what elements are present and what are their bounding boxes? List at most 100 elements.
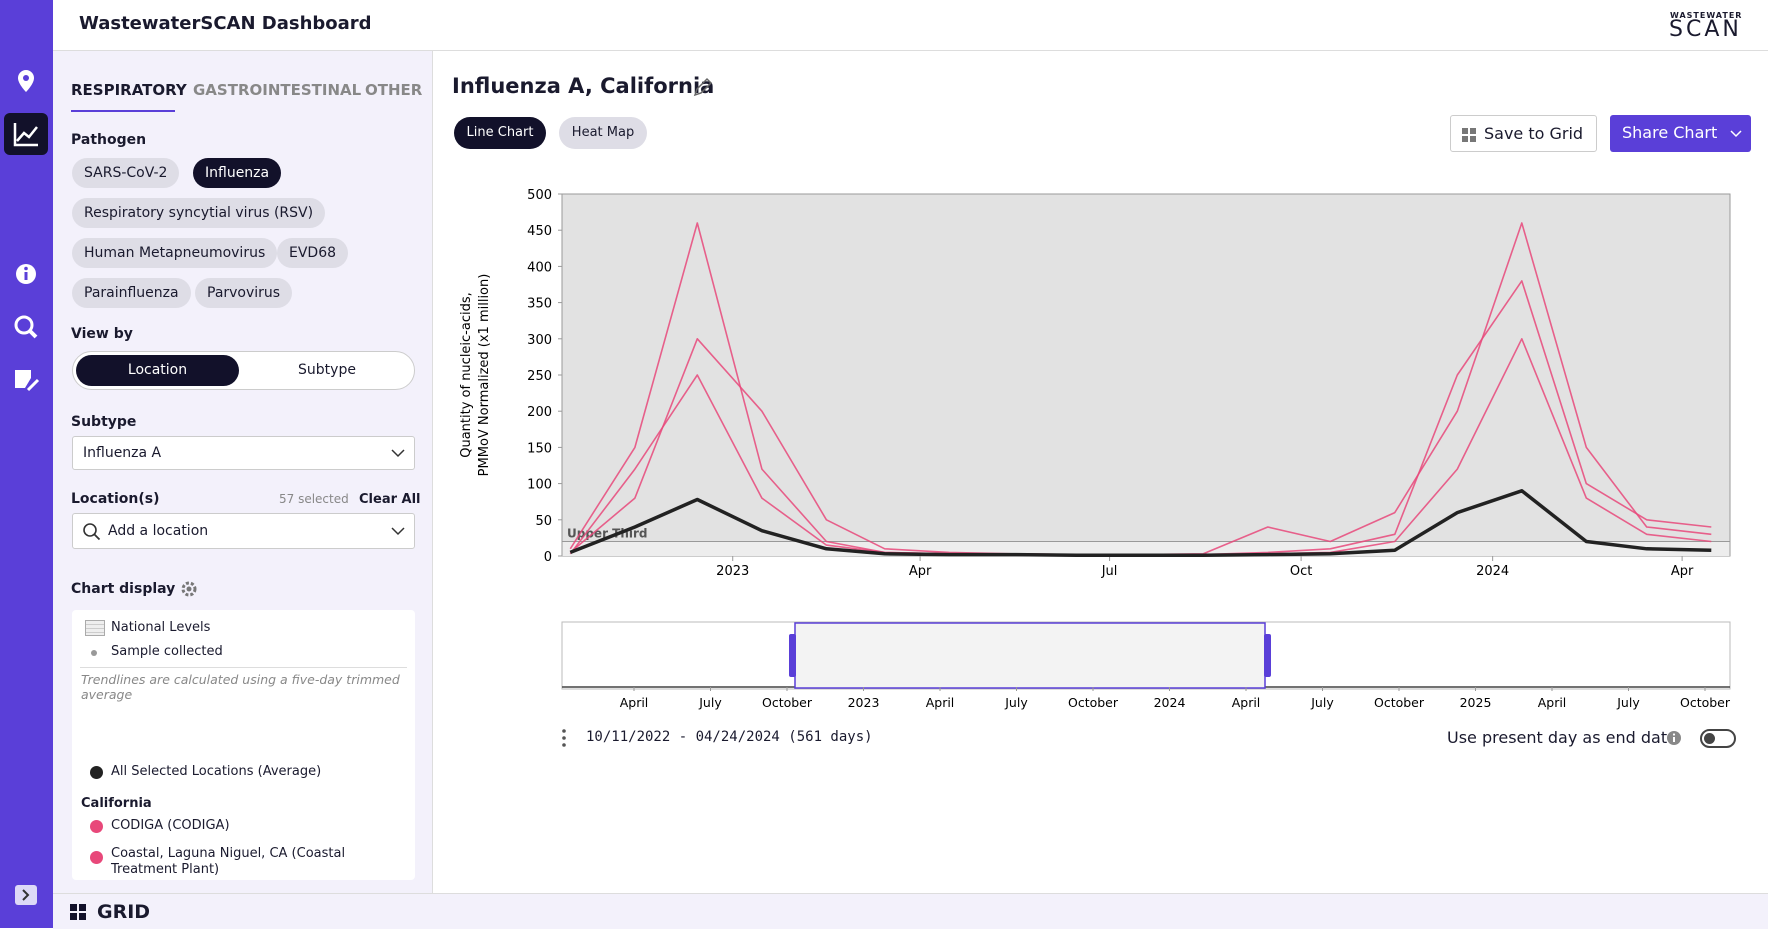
display-item: National Levels: [111, 620, 211, 635]
navigator-tick-label: July: [1616, 695, 1640, 710]
legend-dot: [90, 820, 103, 833]
footer: GRID: [53, 893, 1768, 929]
navigator-tick-label: July: [698, 695, 722, 710]
search-icon: [83, 523, 101, 541]
chip[interactable]: Parvovirus: [195, 278, 293, 308]
navigator-tick-label: October: [1680, 695, 1731, 710]
national-icon: [85, 620, 105, 636]
toggle-option[interactable]: Location: [76, 355, 239, 386]
legend-entry: Coastal, Laguna Niguel, CA (Coastal Trea…: [111, 846, 346, 877]
chip[interactable]: Influenza: [193, 158, 282, 188]
x-tick-label: Apr: [909, 564, 932, 579]
y-tick-label: 50: [535, 514, 552, 529]
chip[interactable]: Human Metapneumovirus: [72, 238, 278, 268]
y-tick-label: 200: [527, 405, 552, 420]
notes-icon[interactable]: [15, 370, 31, 388]
y-axis-label: Quantity of nucleic-acids,: [459, 292, 474, 458]
chart-type-button[interactable]: Line Chart: [454, 117, 546, 149]
legend-dot: [90, 851, 103, 864]
grid-icon: [70, 904, 86, 920]
placeholder: Add a location: [108, 523, 209, 539]
navigator-tick-label: 2023: [848, 695, 880, 710]
info-icon[interactable]: [1666, 730, 1682, 746]
save-button[interactable]: Save to Grid: [1450, 115, 1597, 152]
y-axis-label: PMMoV Normalized (x1 million): [477, 274, 492, 477]
button-label: Save to Grid: [1484, 124, 1584, 143]
grid-label[interactable]: GRID: [97, 901, 151, 923]
y-tick-label: 250: [527, 369, 552, 384]
location-search[interactable]: Add a location: [72, 513, 415, 549]
chart-type-button[interactable]: Heat Map: [559, 117, 647, 149]
navigator-tick-label: 2025: [1460, 695, 1492, 710]
tab-underline: [71, 110, 175, 112]
menu-dots[interactable]: [560, 728, 568, 748]
toggle-switch[interactable]: [1700, 729, 1736, 748]
section-label: Subtype: [71, 414, 137, 430]
navigator-tick-label: April: [1232, 695, 1261, 710]
navigator-handle: [789, 634, 796, 677]
chip[interactable]: SARS-CoV-2: [72, 158, 180, 188]
tab[interactable]: OTHER: [365, 81, 423, 99]
gear-icon[interactable]: [180, 580, 198, 598]
navigator-window: [794, 622, 1266, 689]
date-range: 10/11/2022 - 04/24/2024 (561 days): [586, 729, 873, 745]
average-line: [569, 489, 1712, 558]
y-tick-label: 0: [544, 550, 552, 565]
navigator-tick-label: October: [1068, 695, 1119, 710]
clear-all[interactable]: Clear All: [359, 492, 421, 507]
x-tick-label: 2024: [1476, 564, 1509, 579]
trendline-note: Trendlines are calculated using a five-d…: [81, 672, 400, 702]
y-tick-label: 450: [527, 224, 552, 239]
y-tick-label: 150: [527, 441, 552, 456]
navigator-handle: [1264, 634, 1271, 677]
tab[interactable]: GASTROINTESTINAL: [193, 81, 362, 99]
legend-entry: CODIGA (CODIGA): [111, 818, 230, 833]
grid-icon: [1462, 128, 1476, 142]
logo-main: SCAN: [1669, 17, 1742, 42]
navigator-tick-label: July: [1004, 695, 1028, 710]
button-label: Share Chart: [1622, 123, 1718, 142]
legend-dot: [90, 766, 103, 779]
plot-area: [561, 193, 1731, 557]
display-card: National Levels Sample collected Trendli…: [72, 610, 415, 880]
legend-entry: All Selected Locations (Average): [111, 764, 322, 779]
chevron: [391, 449, 405, 458]
navigator-tick-label: July: [1310, 695, 1334, 710]
edit-icon[interactable]: [692, 76, 714, 98]
chip[interactable]: Parainfluenza: [72, 278, 191, 308]
section-label: Location(s): [71, 491, 160, 507]
chevron: [391, 527, 405, 536]
subtype-select[interactable]: Influenza A: [72, 436, 415, 470]
search-icon[interactable]: [14, 315, 34, 335]
chip[interactable]: Respiratory syncytial virus (RSV): [72, 198, 326, 228]
navigator-tick-label: October: [762, 695, 813, 710]
navigator-tick-label: 2024: [1154, 695, 1186, 710]
y-tick-label: 500: [527, 188, 552, 203]
navigator-tick-label: April: [926, 695, 955, 710]
chart-title: Influenza A, California: [452, 74, 715, 98]
navigator-tick-label: April: [1538, 695, 1567, 710]
present-day-label: Use present day as end date: [1447, 728, 1677, 747]
group-label: California: [81, 796, 152, 811]
nav-icons: [4, 70, 48, 905]
x-tick-label: Apr: [1671, 564, 1694, 579]
chip[interactable]: EVD68: [277, 238, 349, 268]
x-tick-label: Oct: [1290, 564, 1312, 579]
share-button[interactable]: Share Chart: [1610, 115, 1751, 152]
y-tick-label: 400: [527, 260, 552, 275]
app-title: WastewaterSCAN Dashboard: [79, 13, 372, 34]
display-item: Sample collected: [111, 644, 223, 659]
y-tick-label: 300: [527, 333, 552, 348]
section-label: View by: [71, 326, 133, 342]
select-value: Influenza A: [83, 445, 162, 461]
tab[interactable]: RESPIRATORY: [71, 81, 187, 99]
navigator-tick-label: October: [1374, 695, 1425, 710]
divider: [80, 667, 407, 668]
navigator-tick-label: April: [620, 695, 649, 710]
chevron: [1730, 130, 1742, 138]
nav-bar: [0, 0, 53, 928]
toggle-option[interactable]: Subtype: [298, 362, 356, 378]
section-label: Chart display: [71, 581, 176, 597]
expand-button[interactable]: [15, 885, 37, 905]
